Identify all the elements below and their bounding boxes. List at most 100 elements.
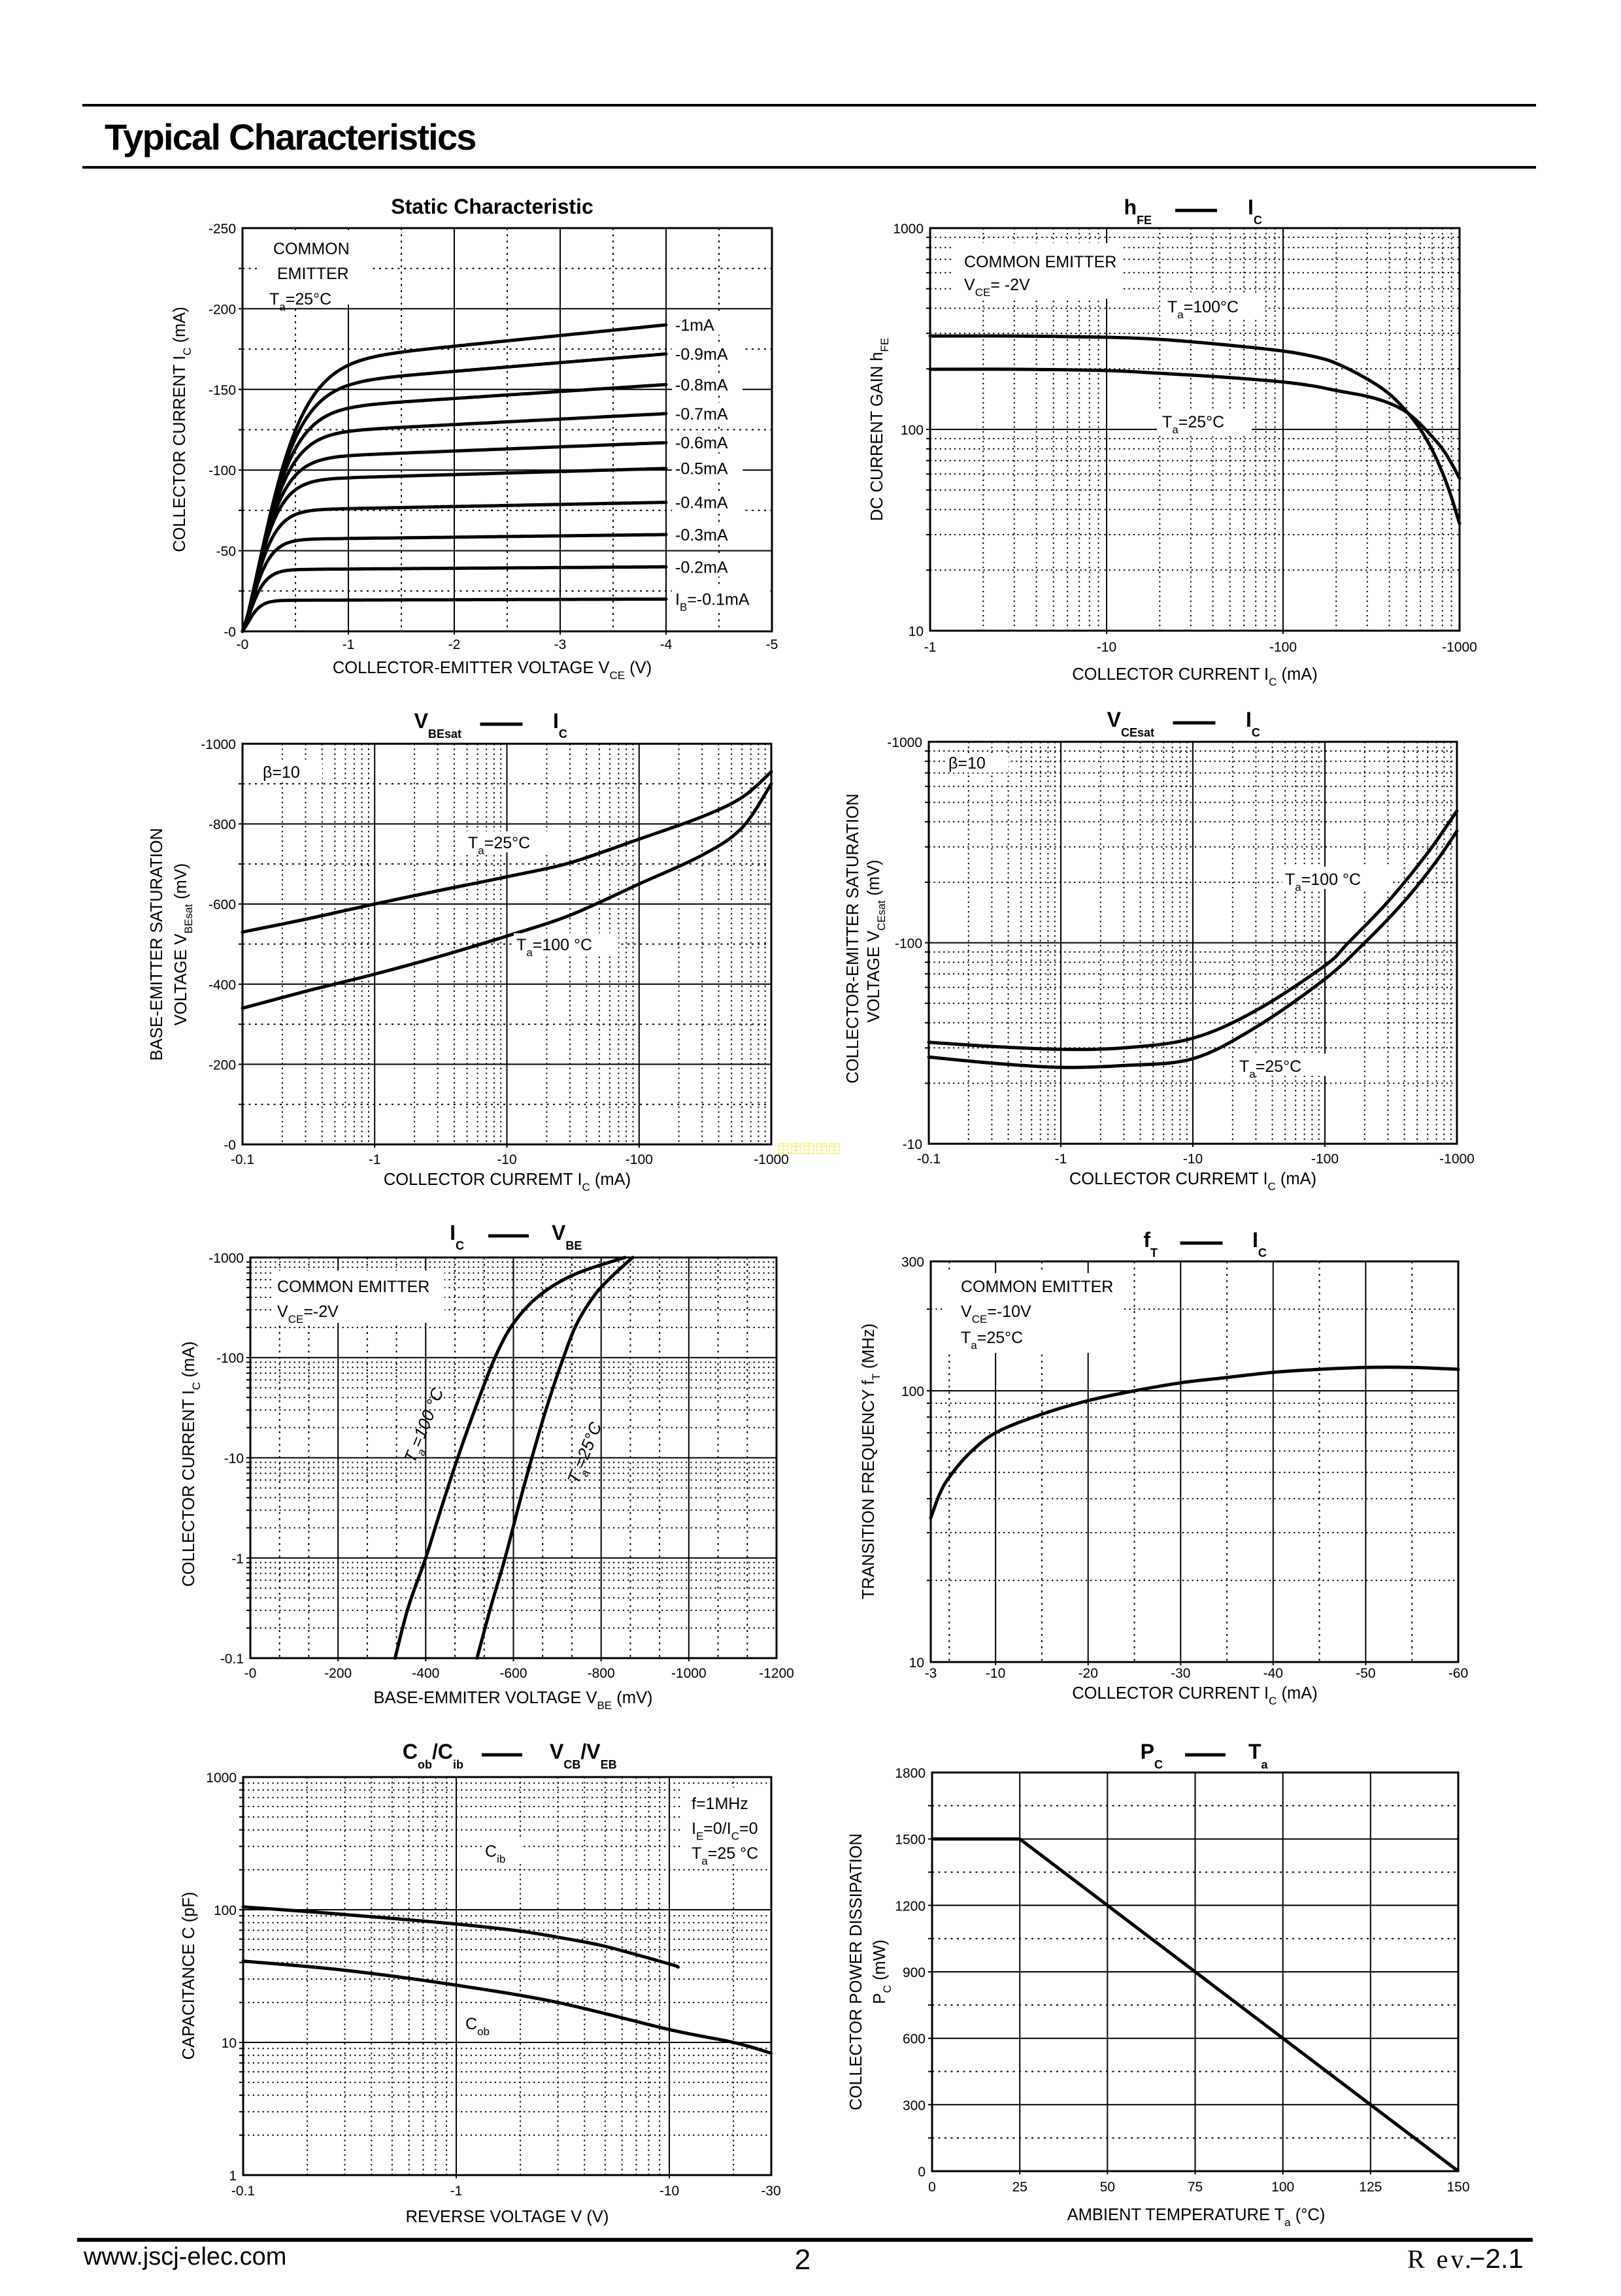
svg-text:VOLTAGE VCEsat​ (mV): VOLTAGE VCEsat​ (mV) <box>865 859 888 1022</box>
svg-text:-1000: -1000 <box>887 735 922 750</box>
svg-text:Ta​=100 °C: Ta​=100 °C <box>516 936 592 959</box>
svg-text:-0: -0 <box>237 637 249 652</box>
svg-text:DC CURRENT GAIN hFE​: DC CURRENT GAIN hFE​ <box>868 338 891 522</box>
svg-text:100: 100 <box>1271 2180 1294 2195</box>
svg-text:-1: -1 <box>369 1152 381 1167</box>
svg-text:REVERSE VOLTAGE V (V): REVERSE VOLTAGE V (V) <box>406 2208 609 2226</box>
svg-text:EMITTER: EMITTER <box>277 265 349 283</box>
svg-text:Static Characteristic: Static Characteristic <box>391 195 593 218</box>
svg-text:600: 600 <box>903 2032 926 2047</box>
svg-text:-1: -1 <box>450 2184 463 2199</box>
svg-text:-0.1: -0.1 <box>231 1152 254 1167</box>
svg-text:-1: -1 <box>343 637 355 652</box>
svg-text:VCEsat​: VCEsat​ <box>1107 708 1154 739</box>
svg-text:-10: -10 <box>986 1666 1005 1681</box>
svg-text:COLLECTOR CURREMT IC​ (m: COLLECTOR CURREMT IC​ (mA) <box>1069 1170 1316 1193</box>
svg-text:BASE-EMITTER SATURATION: BASE-EMITTER SATURATION <box>148 828 166 1061</box>
svg-text:COMMON EMITTER: COMMON EMITTER <box>961 1278 1113 1296</box>
svg-text:-0.2mA: -0.2mA <box>675 558 728 576</box>
svg-text:-600: -600 <box>499 1666 527 1681</box>
svg-text:0: 0 <box>928 2180 936 2195</box>
svg-text:-10: -10 <box>497 1152 516 1167</box>
svg-text:COLLECTOR-EMITTER SATURATION: COLLECTOR-EMITTER SATURATION <box>844 793 862 1083</box>
svg-text:IC​: IC​ <box>450 1221 464 1252</box>
svg-text:-100: -100 <box>1269 640 1297 655</box>
svg-text:R ev.: R ev. <box>1407 2244 1474 2274</box>
svg-text:VBE​: VBE​ <box>552 1221 582 1252</box>
svg-text:-3: -3 <box>554 637 567 652</box>
svg-text:f=1MHz: f=1MHz <box>692 1795 748 1813</box>
svg-text:β=10: β=10 <box>263 763 300 782</box>
svg-text:-800: -800 <box>209 818 236 833</box>
svg-text:-1000: -1000 <box>754 1152 789 1167</box>
svg-text:0: 0 <box>918 2165 926 2180</box>
svg-text:COLLECTOR-EMITTER VOLTAGE V: COLLECTOR-EMITTER VOLTAGE VCE​ (V) <box>333 659 652 682</box>
svg-text:-0.7mA: -0.7mA <box>675 405 728 424</box>
svg-text:300: 300 <box>903 2098 926 2113</box>
svg-text:-5: -5 <box>766 637 778 652</box>
svg-text:-400: -400 <box>209 978 236 993</box>
svg-text:β=10: β=10 <box>948 754 986 773</box>
svg-text:-0.1: -0.1 <box>231 2184 255 2199</box>
svg-text:-0.8mA: -0.8mA <box>675 376 728 394</box>
svg-text:-1200: -1200 <box>759 1666 794 1681</box>
svg-text:COLLECTOR CURREMT IC​ (m: COLLECTOR CURREMT IC​ (mA) <box>384 1171 631 1193</box>
svg-text:-200: -200 <box>324 1666 352 1681</box>
svg-text:Ta​=100°C: Ta​=100°C <box>1167 298 1239 321</box>
svg-text:100: 100 <box>901 423 924 438</box>
svg-text:-1mA: -1mA <box>675 316 714 335</box>
svg-text:VCE​= -2V: VCE​= -2V <box>964 276 1030 299</box>
svg-text:-10: -10 <box>660 2184 679 2199</box>
svg-text:fT​: fT​ <box>1143 1228 1158 1259</box>
svg-text:-100: -100 <box>895 937 922 952</box>
svg-text:-1000: -1000 <box>209 1251 244 1266</box>
svg-text:-1000: -1000 <box>1439 1152 1475 1167</box>
svg-text:−2.1: −2.1 <box>1469 2243 1524 2274</box>
svg-text:-250: -250 <box>209 222 236 237</box>
svg-text:-1000: -1000 <box>671 1666 707 1681</box>
svg-text:-0.6mA: -0.6mA <box>675 434 728 452</box>
svg-text:-0.5mA: -0.5mA <box>675 460 728 478</box>
svg-text:1800: 1800 <box>895 1766 926 1781</box>
svg-text:-3: -3 <box>925 1666 937 1681</box>
svg-text:www.jscj-elec.com: www.jscj-elec.com <box>83 2243 286 2271</box>
svg-text:IC​: IC​ <box>553 709 567 740</box>
svg-text:Ta​=100 °C: Ta​=100 °C <box>1285 871 1361 893</box>
svg-text:Typical Characteristics: Typical Characteristics <box>105 116 476 158</box>
svg-text:COMMON EMITTER: COMMON EMITTER <box>964 253 1116 271</box>
svg-text:-0: -0 <box>224 1138 236 1153</box>
svg-text:-600: -600 <box>209 897 236 912</box>
svg-text:VCE​=-10V: VCE​=-10V <box>961 1303 1031 1325</box>
svg-text:1500: 1500 <box>895 1833 926 1848</box>
svg-text:-10: -10 <box>1097 640 1116 655</box>
svg-text:COMMON: COMMON <box>273 240 350 258</box>
svg-text:900: 900 <box>903 1965 926 1980</box>
svg-text:COLLECTOR CURRENT IC​ (m: COLLECTOR CURRENT IC​ (mA) <box>1072 1684 1317 1707</box>
svg-text:CAPACITANCE C (pF): CAPACITANCE C (pF) <box>180 1892 198 2060</box>
svg-text:Ta​=25°C: Ta​=25°C <box>1239 1057 1301 1080</box>
svg-text:-0.3mA: -0.3mA <box>675 526 728 544</box>
svg-text:-4: -4 <box>660 637 673 652</box>
svg-text:COMMON EMITTER: COMMON EMITTER <box>277 1278 429 1296</box>
svg-text:COLLECTOR CURRENT IC​ (m: COLLECTOR CURRENT IC​ (mA) <box>180 1341 203 1586</box>
svg-text:1000: 1000 <box>893 222 924 237</box>
svg-text:-0.9mA: -0.9mA <box>675 346 728 364</box>
svg-text:75: 75 <box>1188 2180 1203 2195</box>
svg-text:-50: -50 <box>1356 1666 1375 1681</box>
svg-text:Ta​=25°C: Ta​=25°C <box>961 1329 1023 1352</box>
svg-text:-0.4mA: -0.4mA <box>675 494 728 512</box>
svg-text:IC​: IC​ <box>1252 1228 1267 1259</box>
svg-text:-0.1: -0.1 <box>917 1152 941 1167</box>
svg-text:-100: -100 <box>209 463 236 478</box>
svg-text:VOLTAGE VBEsat​ (mV): VOLTAGE VBEsat​ (mV) <box>172 863 195 1025</box>
svg-text:Ta​=25°C: Ta​=25°C <box>1162 413 1224 436</box>
svg-text:100: 100 <box>901 1384 924 1399</box>
svg-text:-10: -10 <box>903 1137 922 1152</box>
svg-text:1200: 1200 <box>895 1899 926 1914</box>
svg-text:IB​=-0.1mA: IB​=-0.1mA <box>675 591 750 614</box>
svg-text:-0.1: -0.1 <box>220 1652 244 1667</box>
svg-text:-400: -400 <box>412 1666 439 1681</box>
svg-text:Ta​=25 °C: Ta​=25 °C <box>692 1844 758 1867</box>
svg-text:-50: -50 <box>216 544 236 559</box>
svg-text:PC​ (mW): PC​ (mW) <box>871 1940 894 2005</box>
